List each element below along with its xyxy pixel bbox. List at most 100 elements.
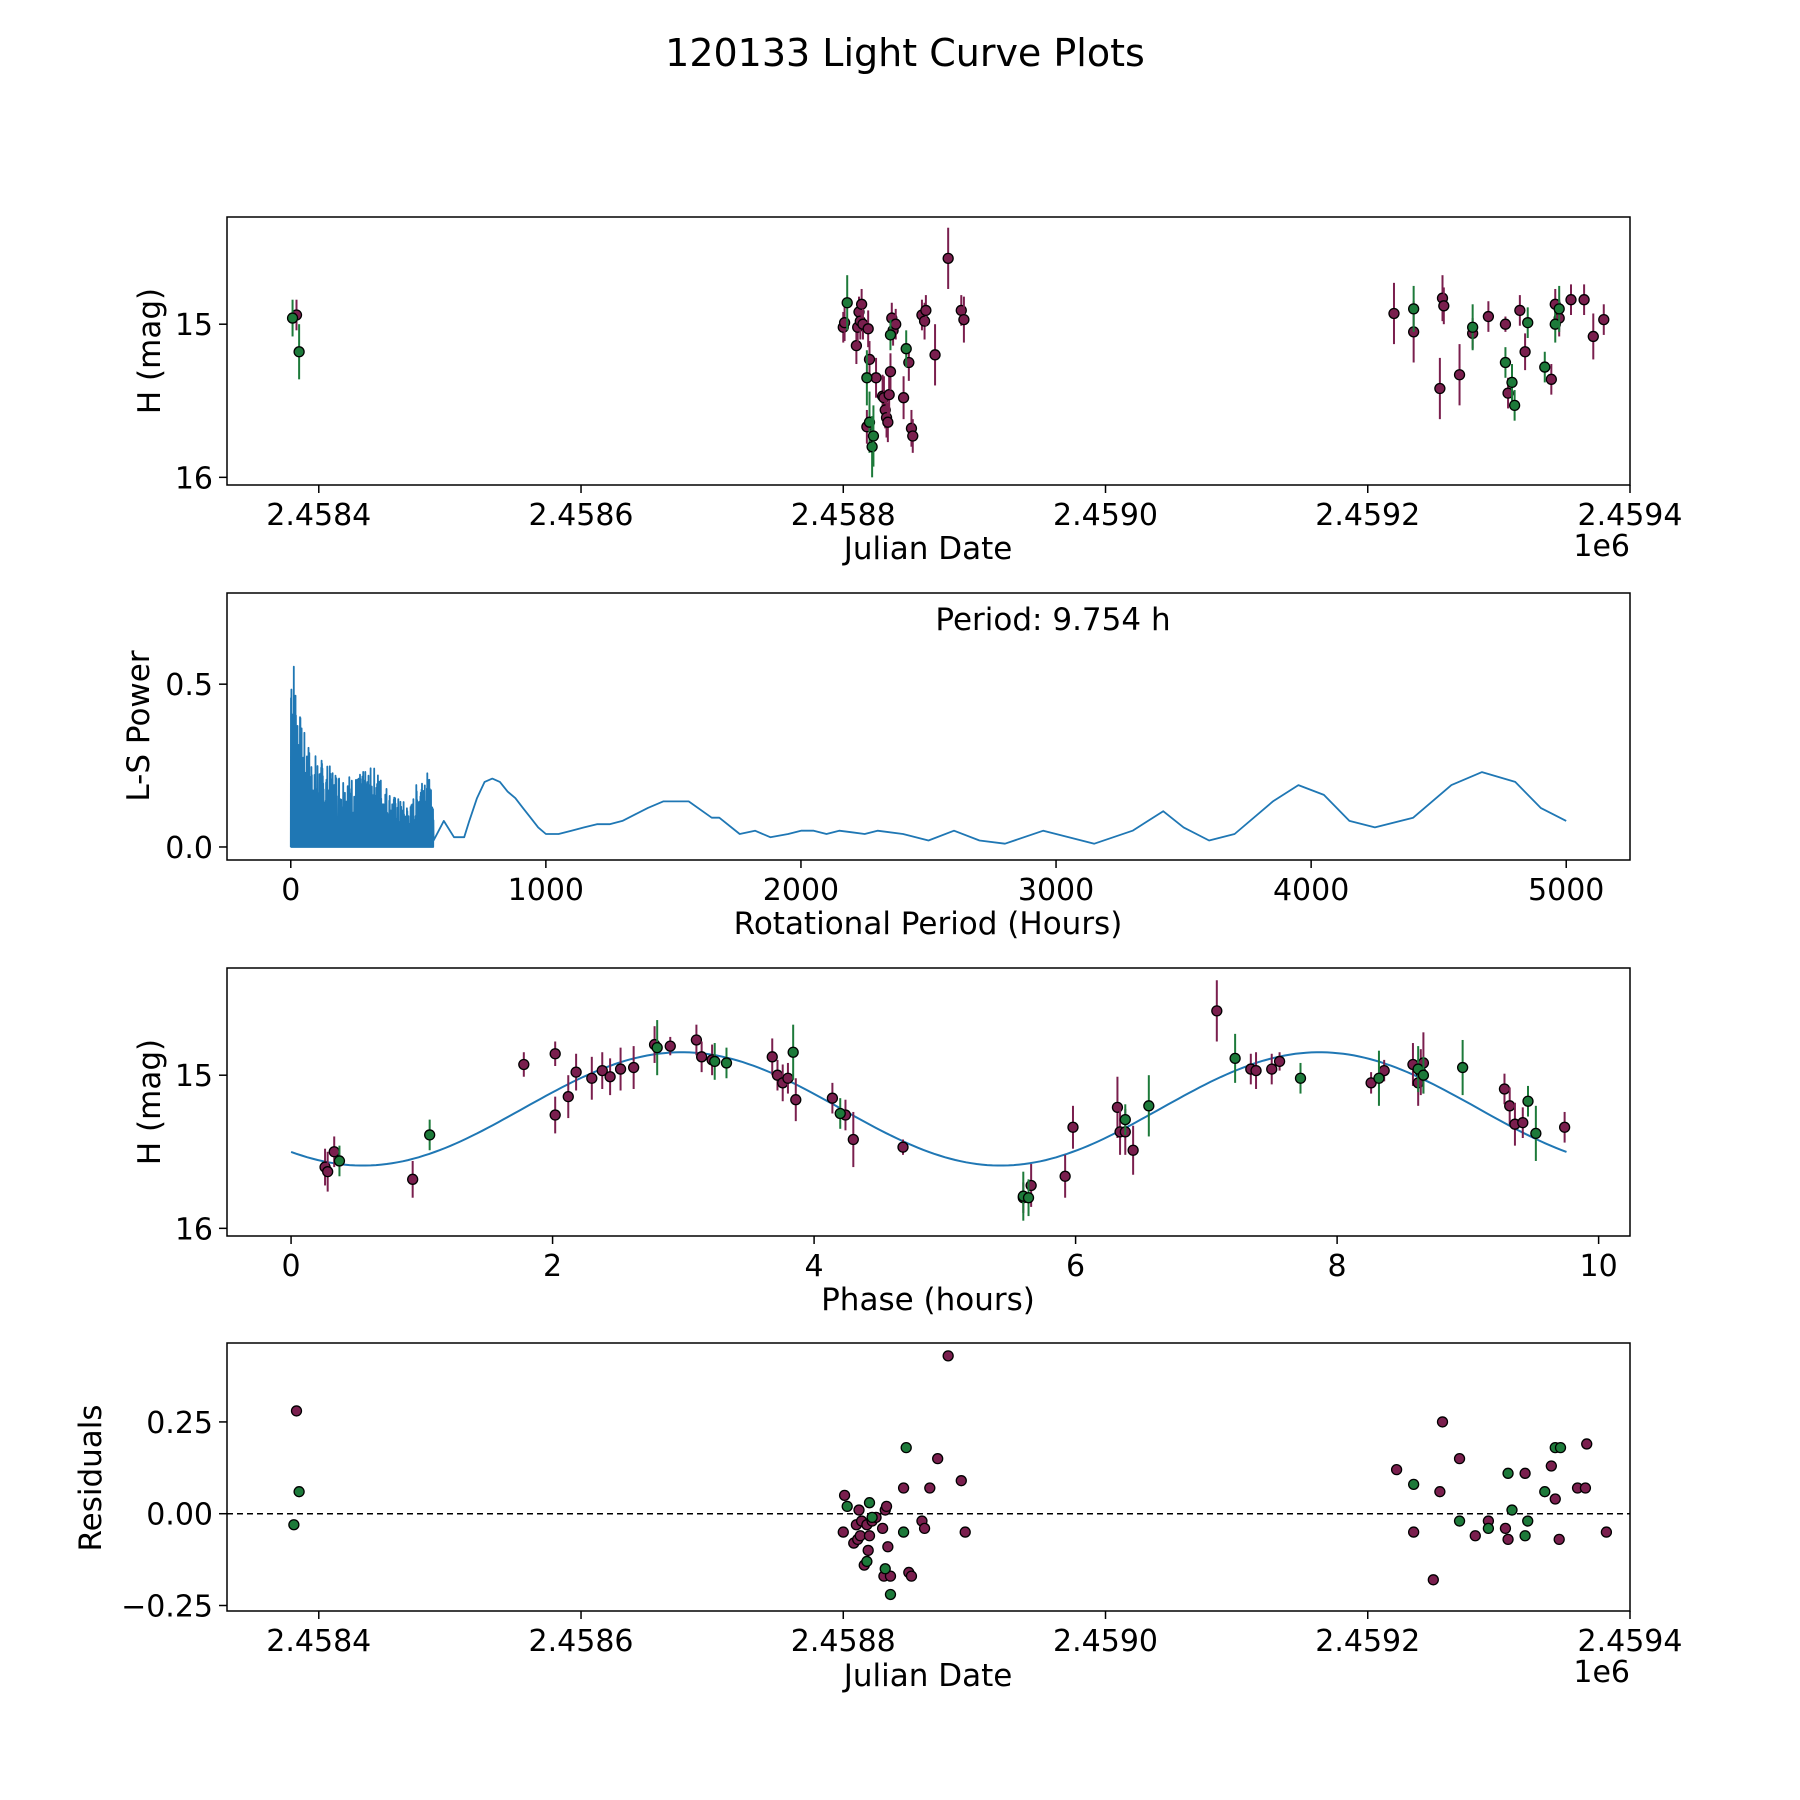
phase-x-tick-label: 8 [1328, 1249, 1347, 1284]
light-curve-offset-text: 1e6 [1573, 529, 1630, 564]
data-point-purple [1436, 1416, 1449, 1428]
data-point-green [1553, 303, 1565, 315]
data-point-purple [1502, 387, 1514, 399]
data-point-green [288, 1519, 300, 1531]
data-point-green [1229, 1052, 1241, 1065]
periodogram-x-tick-label: 4000 [1273, 873, 1349, 908]
data-point-green [1519, 1530, 1531, 1542]
data-point-purple [695, 1051, 708, 1063]
data-point-purple [1427, 1574, 1439, 1586]
data-point-green [841, 297, 853, 309]
data-point-purple [920, 304, 932, 317]
data-point-green [1407, 1478, 1420, 1490]
data-point-purple [1250, 1064, 1262, 1077]
data-point-green [1294, 1072, 1307, 1084]
light-curve-panel: Julian Date H (mag) 1e6 2.4584 2.4586 2.45… [132, 216, 1682, 567]
data-point-green [1522, 317, 1534, 329]
data-point-green [834, 1107, 846, 1120]
data-point-purple [1545, 373, 1557, 385]
periodogram-x-tick-label: 3000 [1018, 873, 1094, 908]
data-point-green [1499, 356, 1512, 369]
data-point-purple [1067, 1121, 1079, 1133]
phase-y-tick-label: 16 [175, 1212, 213, 1247]
data-point-purple [1579, 1482, 1592, 1494]
data-point-purple [897, 1482, 910, 1494]
data-point-green [720, 1057, 733, 1069]
data-point-purple [883, 388, 895, 401]
phase-x-tick-label: 6 [1066, 1249, 1085, 1284]
data-point-purple [862, 323, 874, 335]
data-point-purple [855, 298, 868, 310]
data-point-purple [1498, 1083, 1511, 1095]
data-point-green [1530, 1127, 1542, 1140]
data-point-green [1467, 321, 1479, 333]
data-point-green [1522, 1095, 1534, 1107]
data-point-purple [664, 1040, 676, 1052]
data-point-green [1407, 303, 1420, 315]
data-point-purple [955, 1475, 967, 1487]
data-point-purple [790, 1094, 802, 1106]
residuals-y-tick-label: 0.25 [146, 1406, 213, 1441]
data-point-green [863, 1497, 876, 1509]
phase-x-tick-label: 0 [282, 1249, 301, 1284]
data-point-purple [1553, 1533, 1565, 1546]
data-point-purple [1434, 1486, 1446, 1498]
lc-x-tick-label: 2.4584 [266, 498, 371, 533]
data-point-green [1522, 1515, 1534, 1527]
data-point-purple [932, 1452, 944, 1465]
data-point-green [1539, 1486, 1551, 1498]
data-point-purple [826, 1092, 839, 1104]
data-point-purple [1519, 346, 1531, 358]
data-point-green [1549, 318, 1561, 330]
lc-x-tick-label: 2.4588 [791, 498, 896, 533]
data-point-purple [882, 416, 894, 428]
data-point-green [861, 1555, 873, 1568]
data-point-green [333, 1155, 346, 1167]
data-point-green [651, 1041, 663, 1054]
residuals-offset-text: 1e6 [1573, 1655, 1630, 1690]
residuals-y-label: Residuals [73, 1404, 109, 1551]
data-point-purple [905, 1570, 918, 1582]
data-point-green [1506, 376, 1518, 389]
data-point-purple [1273, 1055, 1286, 1068]
data-point-purple [1499, 1522, 1512, 1535]
data-point-purple [929, 349, 941, 361]
data-point-green [1539, 361, 1551, 373]
data-point-purple [1211, 1005, 1223, 1017]
periodogram-x-tick-label: 0 [281, 873, 300, 908]
phase-x-tick-label: 2 [543, 1249, 562, 1284]
data-point-green [1456, 1061, 1469, 1074]
data-point-green [424, 1129, 436, 1141]
data-point-purple [942, 252, 954, 264]
data-point-purple [766, 1051, 778, 1063]
periodogram-x-label: Rotational Period (Hours) [734, 906, 1123, 942]
data-point-purple [942, 1350, 954, 1362]
lc-y-tick-label: 15 [175, 308, 213, 343]
data-point-purple [604, 1071, 616, 1083]
data-point-purple [1469, 1530, 1481, 1542]
data-point-green [286, 312, 299, 324]
data-point-purple [1482, 310, 1495, 323]
data-point-purple [876, 1522, 889, 1535]
periodogram-y-tick-label: 0.5 [165, 668, 213, 703]
periodogram-x-tick-label: 1000 [508, 873, 584, 908]
data-point-purple [1127, 1144, 1139, 1156]
data-point-purple [1581, 1438, 1593, 1450]
data-point-purple [1504, 1100, 1516, 1112]
data-point-green [861, 372, 873, 384]
data-point-purple [854, 1530, 866, 1542]
data-point-purple [1565, 294, 1577, 306]
data-point-purple [1558, 1121, 1571, 1133]
data-point-green [867, 430, 880, 442]
residuals-x-tick-label: 2.4590 [1053, 1624, 1158, 1659]
data-point-purple [958, 313, 970, 326]
data-point-purple [782, 1072, 794, 1084]
data-point-purple [1587, 330, 1599, 343]
data-point-purple [570, 1066, 582, 1078]
data-point-green [293, 346, 305, 358]
residuals-y-tick-label: 0.00 [146, 1498, 213, 1533]
data-point-purple [1390, 1464, 1403, 1476]
data-point-purple [850, 339, 863, 352]
data-point-purple [518, 1058, 530, 1071]
